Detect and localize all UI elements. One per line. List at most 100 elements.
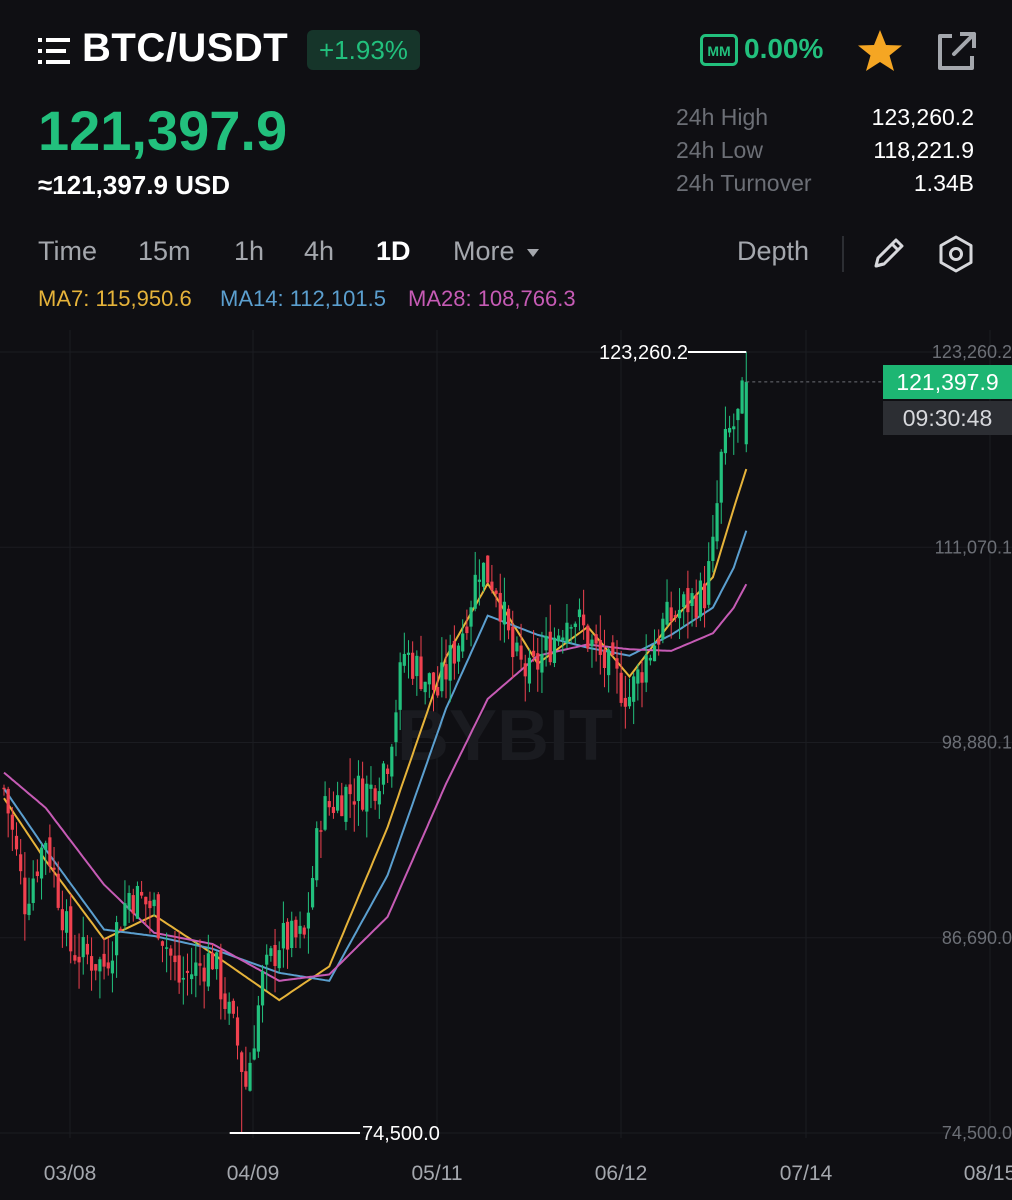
candle-body [140,891,144,896]
candle-body [210,952,215,970]
candle-body [181,977,185,980]
pencil-icon[interactable] [870,234,908,272]
candle-body [336,795,340,811]
candle-body [160,941,165,946]
candle-body [285,921,290,950]
candle-body [744,381,748,445]
candle-body [423,681,427,693]
candle-body [723,428,728,454]
candle-body [102,953,106,967]
stat-value-24h-low: 118,221.9 [873,137,974,163]
candle-body [602,649,607,669]
tab-15m[interactable]: 15m [138,236,191,266]
tab-time[interactable]: Time [38,236,97,266]
candle-body [52,867,56,870]
candle-body [135,885,140,919]
candle-body [106,962,110,969]
mm-value[interactable]: 0.00% [744,33,824,64]
candle-body [10,814,14,830]
gear-icon[interactable] [936,234,976,274]
candle-body [373,788,377,801]
tab-depth[interactable]: Depth [737,236,810,266]
candle-body [94,964,98,971]
candle-body [294,919,298,938]
candle-body [611,642,615,656]
candle-body [552,637,557,664]
candle-body [340,795,344,817]
candle-body [707,561,711,605]
candle-body [331,806,336,813]
pair-title[interactable]: BTC/USDT [82,26,289,70]
candle-body [436,686,440,696]
candle-body [573,623,577,627]
y-axis-label: 123,260.2 [932,342,1012,362]
candle-body [202,967,206,982]
x-axis-label: 06/12 [595,1162,648,1185]
tab-4h[interactable]: 4h [304,236,335,266]
candle-body [206,953,210,987]
candle-body [402,653,406,666]
menu-icon[interactable] [38,36,70,66]
tab-more[interactable]: More [453,236,540,267]
candle-body [490,581,494,591]
stat-value-24h-turnover: 1.34B [913,170,974,196]
share-icon[interactable] [934,30,978,74]
candle-body [64,911,69,933]
change-badge: +1.93% [307,30,420,70]
candle-body [598,639,602,655]
candle-body [694,595,698,618]
tab-1d[interactable]: 1D [376,236,411,266]
candle-body [173,955,177,963]
last-price: 121,397.9 [38,99,288,162]
candle-body [190,974,194,980]
candle-body [281,923,285,949]
price-chart[interactable]: BYBIT 123,260.2 74,500.0 123,260.2 111,070… [0,330,1012,1200]
high-marker-label: 123,260.2 [599,342,688,364]
candle-body [27,903,31,916]
candle-body [323,796,327,830]
candle-body [561,637,565,641]
candle-body [273,944,277,967]
candle-body [456,645,461,662]
candle-body [302,927,306,935]
candle-body [536,653,540,670]
candle-body [519,645,523,660]
x-axis-label: 04/09 [227,1162,280,1185]
mm-icon-label: MM [707,43,730,59]
mm-icon[interactable]: MM [700,34,738,66]
candle-body [444,664,448,680]
tab-1h[interactable]: 1h [234,236,265,266]
candle-body [256,1005,260,1052]
dropdown-caret-icon [527,248,540,257]
candle-body [619,672,623,703]
candle-body [431,672,436,690]
extreme-markers: 123,260.2 74,500.0 [229,342,883,1145]
candle-body [419,656,423,690]
candle-body [627,696,632,707]
candle-body [677,609,682,619]
current-price-tag: 121,397.9 [883,365,1012,399]
candle-body [227,1001,231,1014]
watermark: BYBIT [397,696,613,776]
candle-body [440,662,444,692]
candle-body [219,950,223,1000]
candle-body [377,791,381,805]
candle-body [98,959,102,972]
candle-body [711,536,715,561]
candle-body [411,652,415,679]
candle-body [381,763,386,785]
stat-value-24h-high: 123,260.2 [871,104,974,130]
star-icon[interactable] [856,28,904,74]
candle-body [60,909,64,931]
candle-body [356,775,361,802]
candle-body [35,871,39,877]
candle-body [615,658,619,669]
candle-body [648,657,652,661]
candle-body [686,588,690,613]
candle-body [39,847,44,879]
candle-body [89,956,94,971]
candle-body [652,645,657,662]
candle-body [14,835,19,850]
candle-body [290,920,294,948]
candle-body [165,947,169,949]
